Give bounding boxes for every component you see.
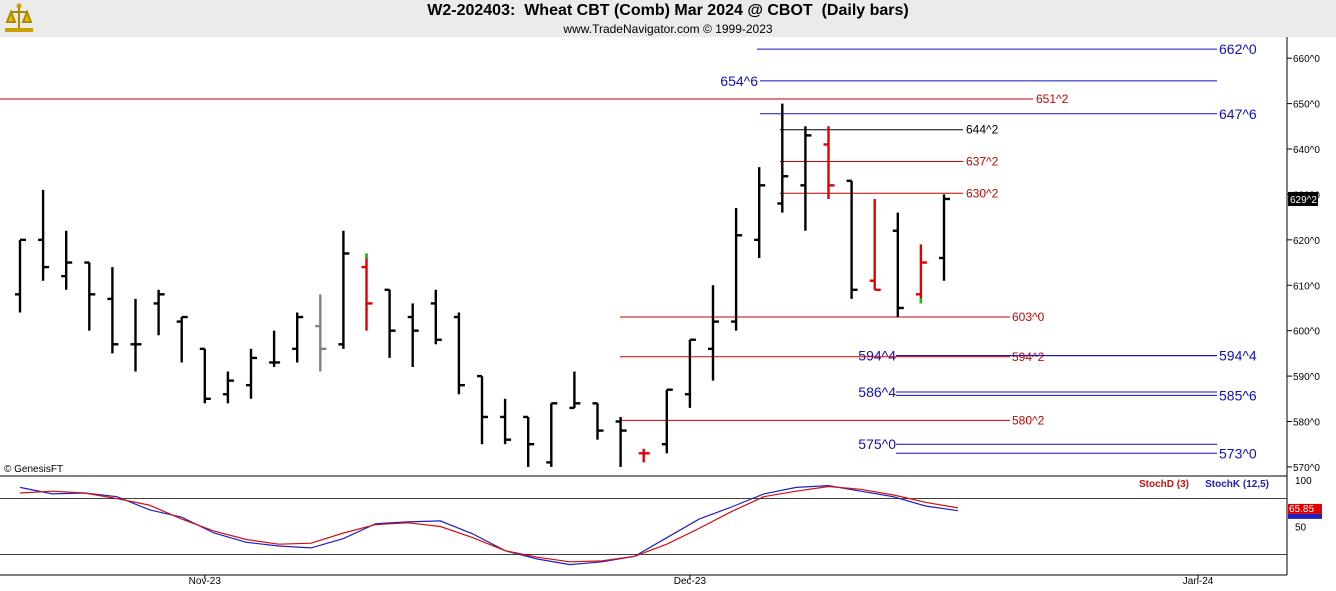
y-tick-label: 620^0 bbox=[1293, 236, 1320, 247]
stochastic-legend-d: StochD (3) bbox=[1139, 479, 1189, 490]
level-label: 637^2 bbox=[966, 154, 999, 168]
level-label: 654^6 bbox=[720, 73, 758, 89]
chart-title: W2-202403: Wheat CBT (Comb) Mar 2024 @ C… bbox=[427, 2, 909, 19]
y-tick-label: 610^0 bbox=[1293, 281, 1320, 292]
stochastic-y-tick-label: 100 bbox=[1295, 476, 1312, 487]
y-tick-label: 650^0 bbox=[1293, 100, 1320, 111]
level-label: 603^0 bbox=[1012, 310, 1045, 324]
y-axis-panel bbox=[1287, 37, 1336, 591]
chart-subtitle: www.TradeNavigator.com © 1999-2023 bbox=[563, 22, 773, 36]
level-label: 573^0 bbox=[1219, 445, 1257, 461]
level-label: 662^0 bbox=[1219, 41, 1257, 57]
last-price-tag bbox=[1288, 191, 1318, 206]
stochastic-d-line bbox=[19, 485, 959, 563]
level-label: 585^6 bbox=[1219, 387, 1257, 403]
x-tick-label: Dec-23 bbox=[674, 576, 707, 587]
y-tick-label: 570^0 bbox=[1293, 463, 1320, 474]
stochastic-last-label: 65.85 bbox=[1289, 504, 1314, 515]
level-label: 594^2 bbox=[1012, 350, 1045, 364]
stochastic-last-tag bbox=[1288, 503, 1322, 514]
level-label: 630^2 bbox=[966, 186, 999, 200]
y-tick-label: 580^0 bbox=[1293, 418, 1320, 429]
y-tick-label: 600^0 bbox=[1293, 327, 1320, 338]
level-label: 594^4 bbox=[1219, 348, 1257, 364]
level-label: 647^6 bbox=[1219, 106, 1257, 122]
stochastic-y-tick-label: 50 bbox=[1295, 523, 1307, 534]
trade-navigator-logo-icon bbox=[5, 3, 33, 32]
chart-header bbox=[0, 0, 1336, 37]
last-price-label: 629^2 bbox=[1290, 195, 1317, 206]
y-tick-label: 660^0 bbox=[1293, 54, 1320, 65]
y-tick-label: 590^0 bbox=[1293, 372, 1320, 383]
stochastic-k-line bbox=[19, 484, 958, 566]
x-tick-label: Nov-23 bbox=[189, 576, 222, 587]
level-label: 586^4 bbox=[858, 384, 896, 400]
stochastic-legend-k: StochK (12,5) bbox=[1205, 479, 1269, 490]
y-tick-label: 640^0 bbox=[1293, 145, 1320, 156]
stochastic-last-tag-k bbox=[1288, 513, 1322, 519]
level-label: 575^0 bbox=[858, 436, 896, 452]
level-label: 580^2 bbox=[1012, 413, 1045, 427]
level-label: 594^4 bbox=[858, 348, 896, 364]
level-label: 651^2 bbox=[1036, 92, 1069, 106]
level-label: 644^2 bbox=[966, 123, 999, 137]
copyright-label: © GenesisFT bbox=[4, 464, 63, 475]
x-tick-label: Jan-24 bbox=[1183, 576, 1214, 587]
